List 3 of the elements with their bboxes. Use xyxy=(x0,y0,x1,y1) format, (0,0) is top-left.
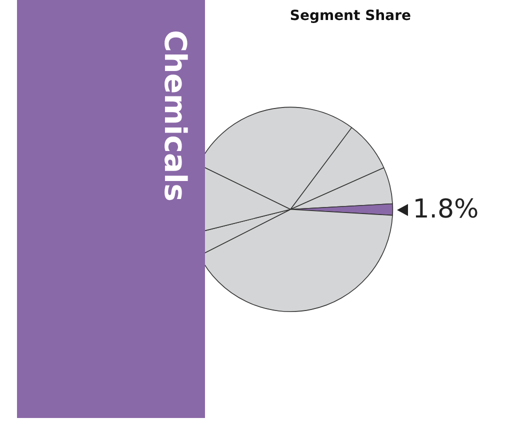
side-panel: Chemicals xyxy=(17,0,205,418)
data-label: 1.8% xyxy=(412,194,479,224)
chart-title: Segment Share xyxy=(290,8,411,24)
